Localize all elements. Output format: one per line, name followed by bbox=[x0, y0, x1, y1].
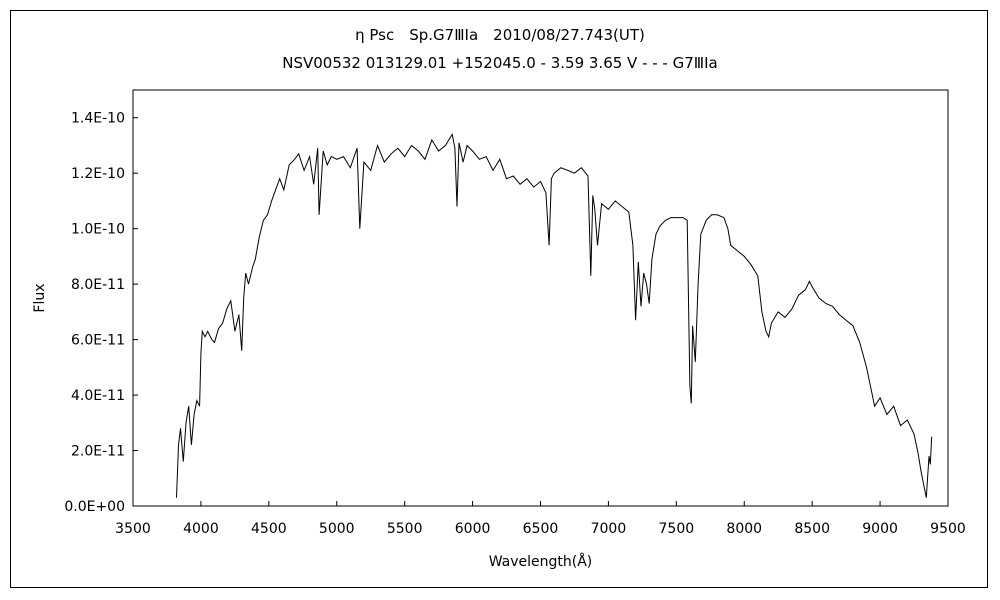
x-tick-label: 7500 bbox=[659, 521, 695, 537]
y-tick-label: 1.0E-10 bbox=[71, 222, 125, 238]
y-axis-label: Flux bbox=[32, 283, 48, 312]
y-tick-label: 2.0E-11 bbox=[71, 444, 125, 460]
chart-frame bbox=[10, 10, 988, 588]
y-tick-label: 4.0E-11 bbox=[71, 388, 125, 404]
x-tick-label: 5000 bbox=[319, 521, 355, 537]
x-tick-label: 5500 bbox=[387, 521, 423, 537]
chart-subtitle: NSV00532 013129.01 +152045.0 - 3.59 3.65… bbox=[282, 54, 718, 72]
x-tick-label: 8000 bbox=[726, 521, 762, 537]
x-tick-label: 3500 bbox=[115, 521, 151, 537]
y-tick-label: 8.0E-11 bbox=[71, 277, 125, 293]
x-tick-label: 8500 bbox=[794, 521, 830, 537]
y-tick-label: 0.0E+00 bbox=[64, 499, 125, 515]
x-axis-label: Wavelength(Å) bbox=[489, 553, 593, 570]
x-tick-label: 4000 bbox=[183, 521, 219, 537]
x-tick-label: 9000 bbox=[862, 521, 898, 537]
x-tick-label: 6500 bbox=[523, 521, 559, 537]
x-tick-label: 7000 bbox=[591, 521, 627, 537]
x-tick-label: 4500 bbox=[251, 521, 287, 537]
y-tick-label: 1.2E-10 bbox=[71, 166, 125, 182]
x-tick-label: 6000 bbox=[455, 521, 491, 537]
spectrum-line bbox=[176, 133, 933, 498]
y-tick-label: 6.0E-11 bbox=[71, 333, 125, 349]
chart-title: η Psc Sp.G7ⅢIa 2010/08/27.743(UT) bbox=[355, 26, 645, 44]
x-tick-label: 9500 bbox=[930, 521, 966, 537]
plot-area bbox=[132, 89, 949, 507]
y-tick-label: 1.4E-10 bbox=[71, 111, 125, 127]
